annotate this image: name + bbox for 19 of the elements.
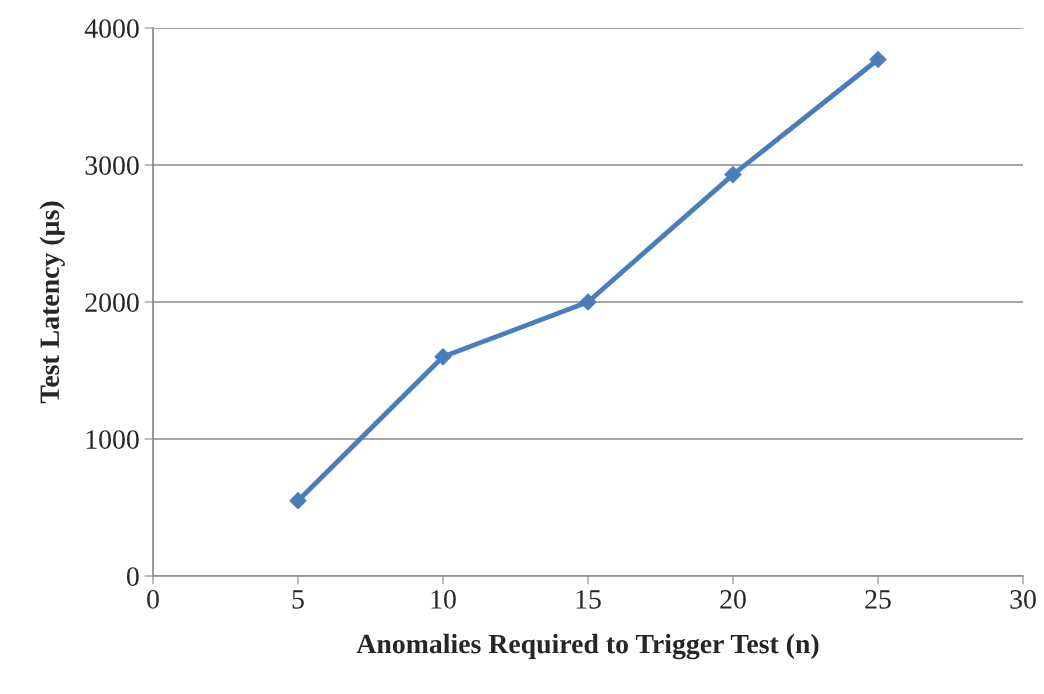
point <box>869 50 887 69</box>
x-tick-label: 0 <box>147 590 159 609</box>
y-tick-label: 4000 <box>84 19 139 38</box>
y-tick-label: 0 <box>126 567 139 586</box>
x-axis-title: Anomalies Required to Trigger Test (n) <box>356 633 819 660</box>
point <box>579 293 597 311</box>
x-tick-label: 15 <box>576 590 601 609</box>
x-tick-label: 10 <box>431 590 456 609</box>
point <box>434 347 452 366</box>
x-tick-label: 25 <box>865 590 891 609</box>
y-tick-label: 3000 <box>85 156 139 175</box>
y-tick-label: 1000 <box>86 430 139 449</box>
x-tick-label: 30 <box>1010 590 1036 609</box>
point <box>724 165 742 184</box>
y-tick-label: 2000 <box>85 293 139 312</box>
y-axis-title: Test Latency (µs) <box>39 201 65 404</box>
point <box>289 491 307 510</box>
x-tick-label: 20 <box>720 590 746 609</box>
x-tick-label: 5 <box>292 590 304 609</box>
